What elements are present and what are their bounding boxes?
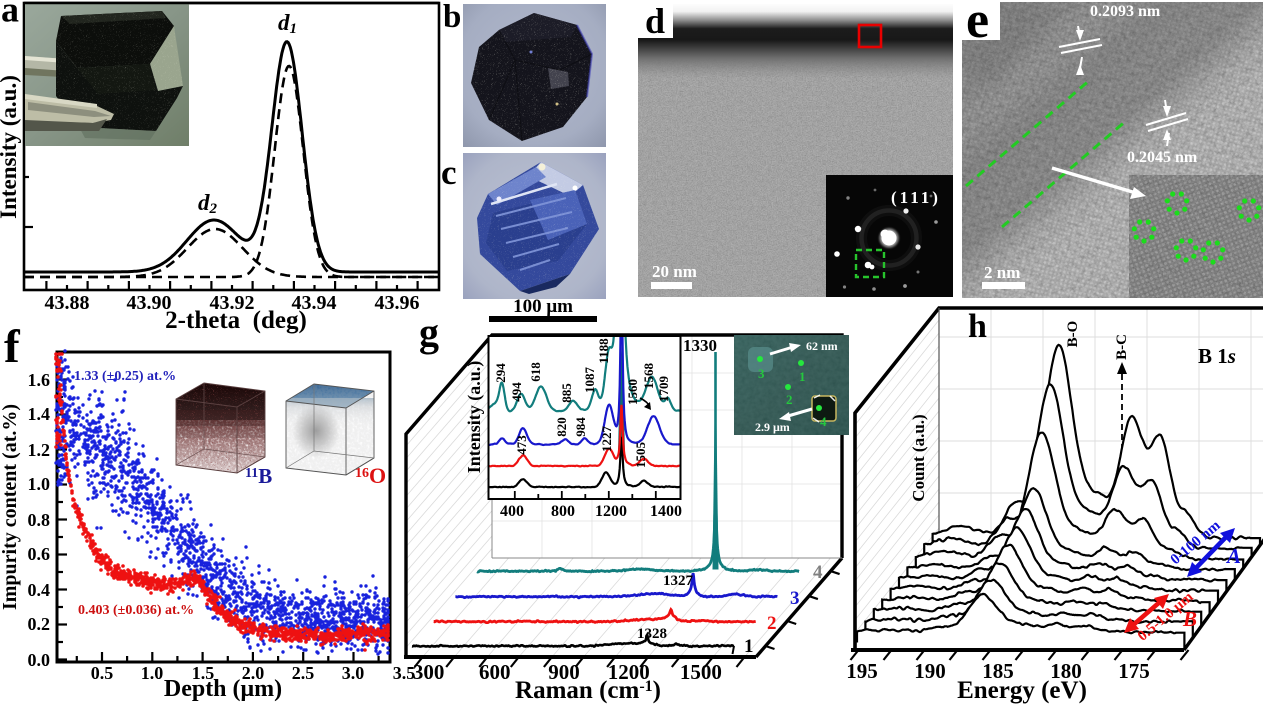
svg-text:2: 2 (786, 392, 793, 407)
svg-text:0.8: 0.8 (28, 510, 51, 530)
svg-text:3.0: 3.0 (342, 663, 365, 683)
svg-text:400: 400 (500, 503, 524, 520)
svg-text:0.0: 0.0 (28, 650, 51, 670)
svg-text:b: b (443, 0, 461, 35)
svg-text:0.4: 0.4 (28, 580, 51, 600)
svg-text:1227: 1227 (599, 426, 614, 453)
svg-text:Intensity (a.u.): Intensity (a.u.) (464, 361, 485, 474)
svg-text:4: 4 (813, 562, 823, 583)
svg-text:1400: 1400 (650, 503, 682, 520)
svg-text:62 nm: 62 nm (806, 339, 838, 353)
svg-text:h: h (968, 308, 987, 345)
svg-text:0.5: 0.5 (91, 663, 114, 683)
svg-text:Raman (cm-1): Raman (cm-1) (515, 677, 661, 704)
svg-text:0.6: 0.6 (28, 544, 51, 564)
svg-text:175: 175 (1118, 659, 1150, 683)
svg-text:885: 885 (559, 383, 574, 403)
svg-text:1200: 1200 (608, 660, 650, 684)
svg-text:A: A (1225, 544, 1241, 568)
svg-text:300: 300 (413, 660, 445, 684)
svg-text:1500: 1500 (680, 660, 722, 684)
svg-text:g: g (419, 310, 439, 355)
svg-text:e: e (966, 0, 989, 49)
svg-text:1.6: 1.6 (28, 370, 51, 390)
svg-text:618: 618 (528, 362, 543, 382)
svg-text:900: 900 (548, 660, 580, 684)
svg-text:494: 494 (509, 382, 524, 402)
svg-text:3.5: 3.5 (393, 663, 416, 683)
svg-text:c: c (441, 153, 457, 192)
svg-text:3: 3 (758, 366, 765, 381)
svg-text:1560: 1560 (625, 379, 640, 405)
svg-text:Count (a.u.): Count (a.u.) (909, 414, 928, 501)
svg-text:0.2045 nm: 0.2045 nm (1127, 149, 1198, 166)
svg-text:a: a (1, 0, 19, 30)
svg-text:984: 984 (573, 417, 588, 437)
svg-text:1.0: 1.0 (28, 474, 51, 494)
svg-text:Energy (eV): Energy (eV) (957, 677, 1087, 704)
svg-text:1568: 1568 (641, 363, 656, 390)
svg-text:1328: 1328 (637, 626, 667, 642)
svg-text:294: 294 (493, 363, 508, 383)
svg-text:43.92: 43.92 (210, 292, 255, 314)
svg-text:3: 3 (790, 588, 800, 609)
svg-text:1.5: 1.5 (192, 663, 215, 683)
svg-text:1200: 1200 (595, 503, 627, 520)
svg-text:2: 2 (767, 613, 777, 634)
svg-text:195: 195 (846, 659, 878, 683)
svg-text:1.0: 1.0 (141, 663, 164, 683)
svg-text:B-C: B-C (1114, 334, 1130, 360)
svg-text:2.0: 2.0 (242, 663, 265, 683)
svg-text:1.4: 1.4 (28, 404, 51, 424)
svg-text:1087: 1087 (582, 367, 597, 394)
svg-text:Impurity content (at.%): Impurity content (at.%) (0, 404, 21, 610)
svg-text:1330: 1330 (683, 336, 717, 355)
svg-text:Depth (μm): Depth (μm) (164, 676, 282, 702)
svg-text:1: 1 (744, 636, 754, 657)
svg-text:2.9 μm: 2.9 μm (755, 420, 790, 434)
svg-text:B 1s: B 1s (1198, 344, 1236, 368)
svg-text:(111): (111) (891, 188, 941, 207)
svg-text:43.96: 43.96 (375, 292, 420, 314)
svg-text:0.2093 nm: 0.2093 nm (1090, 3, 1161, 20)
svg-text:1709: 1709 (656, 376, 671, 403)
svg-text:1: 1 (799, 369, 806, 384)
svg-text:43.90: 43.90 (127, 292, 172, 314)
svg-text:4: 4 (820, 414, 827, 429)
svg-text:Intensity (a.u.): Intensity (a.u.) (0, 75, 21, 219)
svg-text:190: 190 (914, 659, 946, 683)
svg-text:0.403 (±0.036) at.%: 0.403 (±0.036) at.% (78, 603, 194, 618)
svg-text:1.33 (±0.25) at.%: 1.33 (±0.25) at.% (74, 369, 176, 384)
svg-text:B: B (1182, 607, 1197, 631)
svg-text:11B: 11B (245, 464, 272, 488)
svg-text:20 nm: 20 nm (652, 262, 697, 281)
svg-text:100 μm: 100 μm (513, 296, 573, 317)
svg-text:B-O: B-O (1065, 321, 1081, 348)
svg-text:43.88: 43.88 (45, 292, 90, 314)
svg-text:0.2: 0.2 (28, 614, 51, 634)
svg-text:473: 473 (514, 435, 529, 455)
svg-text:800: 800 (551, 503, 575, 520)
svg-text:1327: 1327 (663, 573, 694, 589)
svg-text:43.94: 43.94 (292, 292, 337, 314)
svg-text:1.2: 1.2 (28, 440, 51, 460)
svg-text:185: 185 (982, 659, 1014, 683)
svg-text:2.5: 2.5 (292, 663, 315, 683)
svg-text:2-theta (deg): 2-theta (deg) (165, 307, 307, 334)
svg-text:2 nm: 2 nm (984, 263, 1020, 282)
svg-text:600: 600 (479, 660, 511, 684)
svg-text:1505: 1505 (633, 442, 648, 469)
svg-text:f: f (4, 321, 21, 373)
svg-text:820: 820 (554, 417, 569, 437)
svg-text:d: d (645, 1, 665, 41)
svg-text:1188: 1188 (596, 338, 611, 364)
svg-text:180: 180 (1050, 659, 1082, 683)
